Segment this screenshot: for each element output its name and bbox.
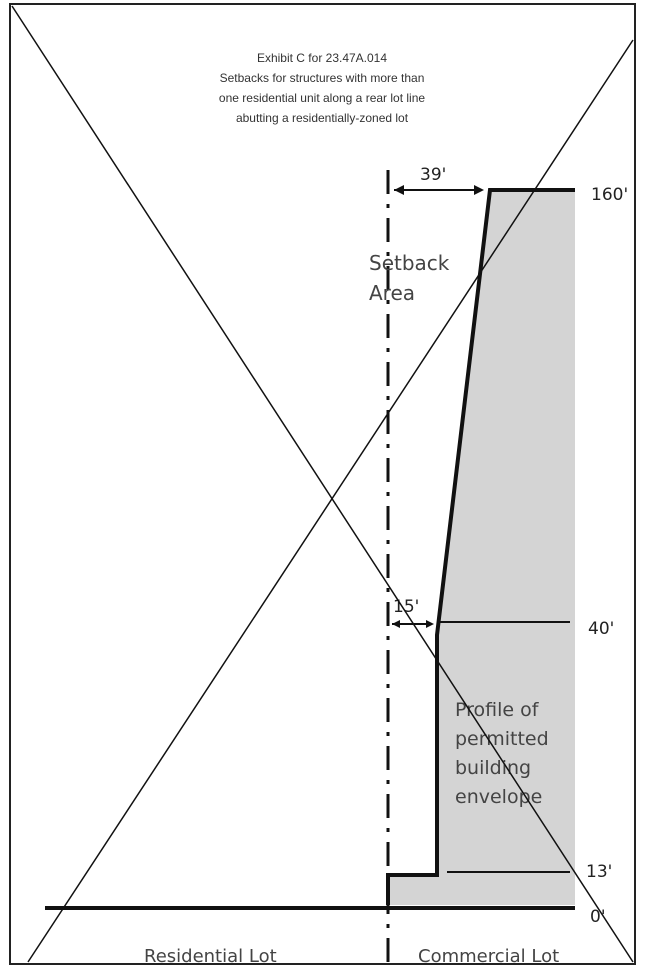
- diagram-title: Exhibit C for 23.47A.014 Setbacks for st…: [219, 51, 425, 125]
- setback-area-line-2: Area: [369, 281, 415, 305]
- setback-area-label: Setback Area: [369, 251, 450, 305]
- title-line-4: abutting a residentially-zoned lot: [236, 111, 409, 125]
- setback-area-line-1: Setback: [369, 251, 450, 275]
- cross-line-ascending: [27, 39, 634, 963]
- height-label-0: 0': [590, 907, 606, 927]
- envelope-label: Profile of permitted building envelope: [455, 699, 549, 808]
- title-line-3: one residential unit along a rear lot li…: [219, 91, 425, 105]
- envelope-line-3: building: [455, 757, 531, 779]
- height-label-13: 13': [586, 862, 612, 882]
- cross-line-descending: [11, 5, 634, 963]
- building-envelope-area: [388, 190, 575, 905]
- dimension-39-label: 39': [420, 165, 446, 185]
- commercial-lot-label: Commercial Lot: [418, 946, 559, 967]
- residential-lot-label: Residential Lot: [144, 946, 277, 967]
- title-line-2: Setbacks for structures with more than: [220, 71, 425, 85]
- height-label-40: 40': [588, 619, 614, 639]
- envelope-line-1: Profile of: [455, 699, 540, 721]
- dimension-39: 39': [394, 165, 484, 195]
- envelope-line-4: envelope: [455, 786, 542, 808]
- height-label-160: 160': [591, 185, 628, 205]
- title-line-1: Exhibit C for 23.47A.014: [257, 51, 387, 65]
- envelope-line-2: permitted: [455, 728, 549, 750]
